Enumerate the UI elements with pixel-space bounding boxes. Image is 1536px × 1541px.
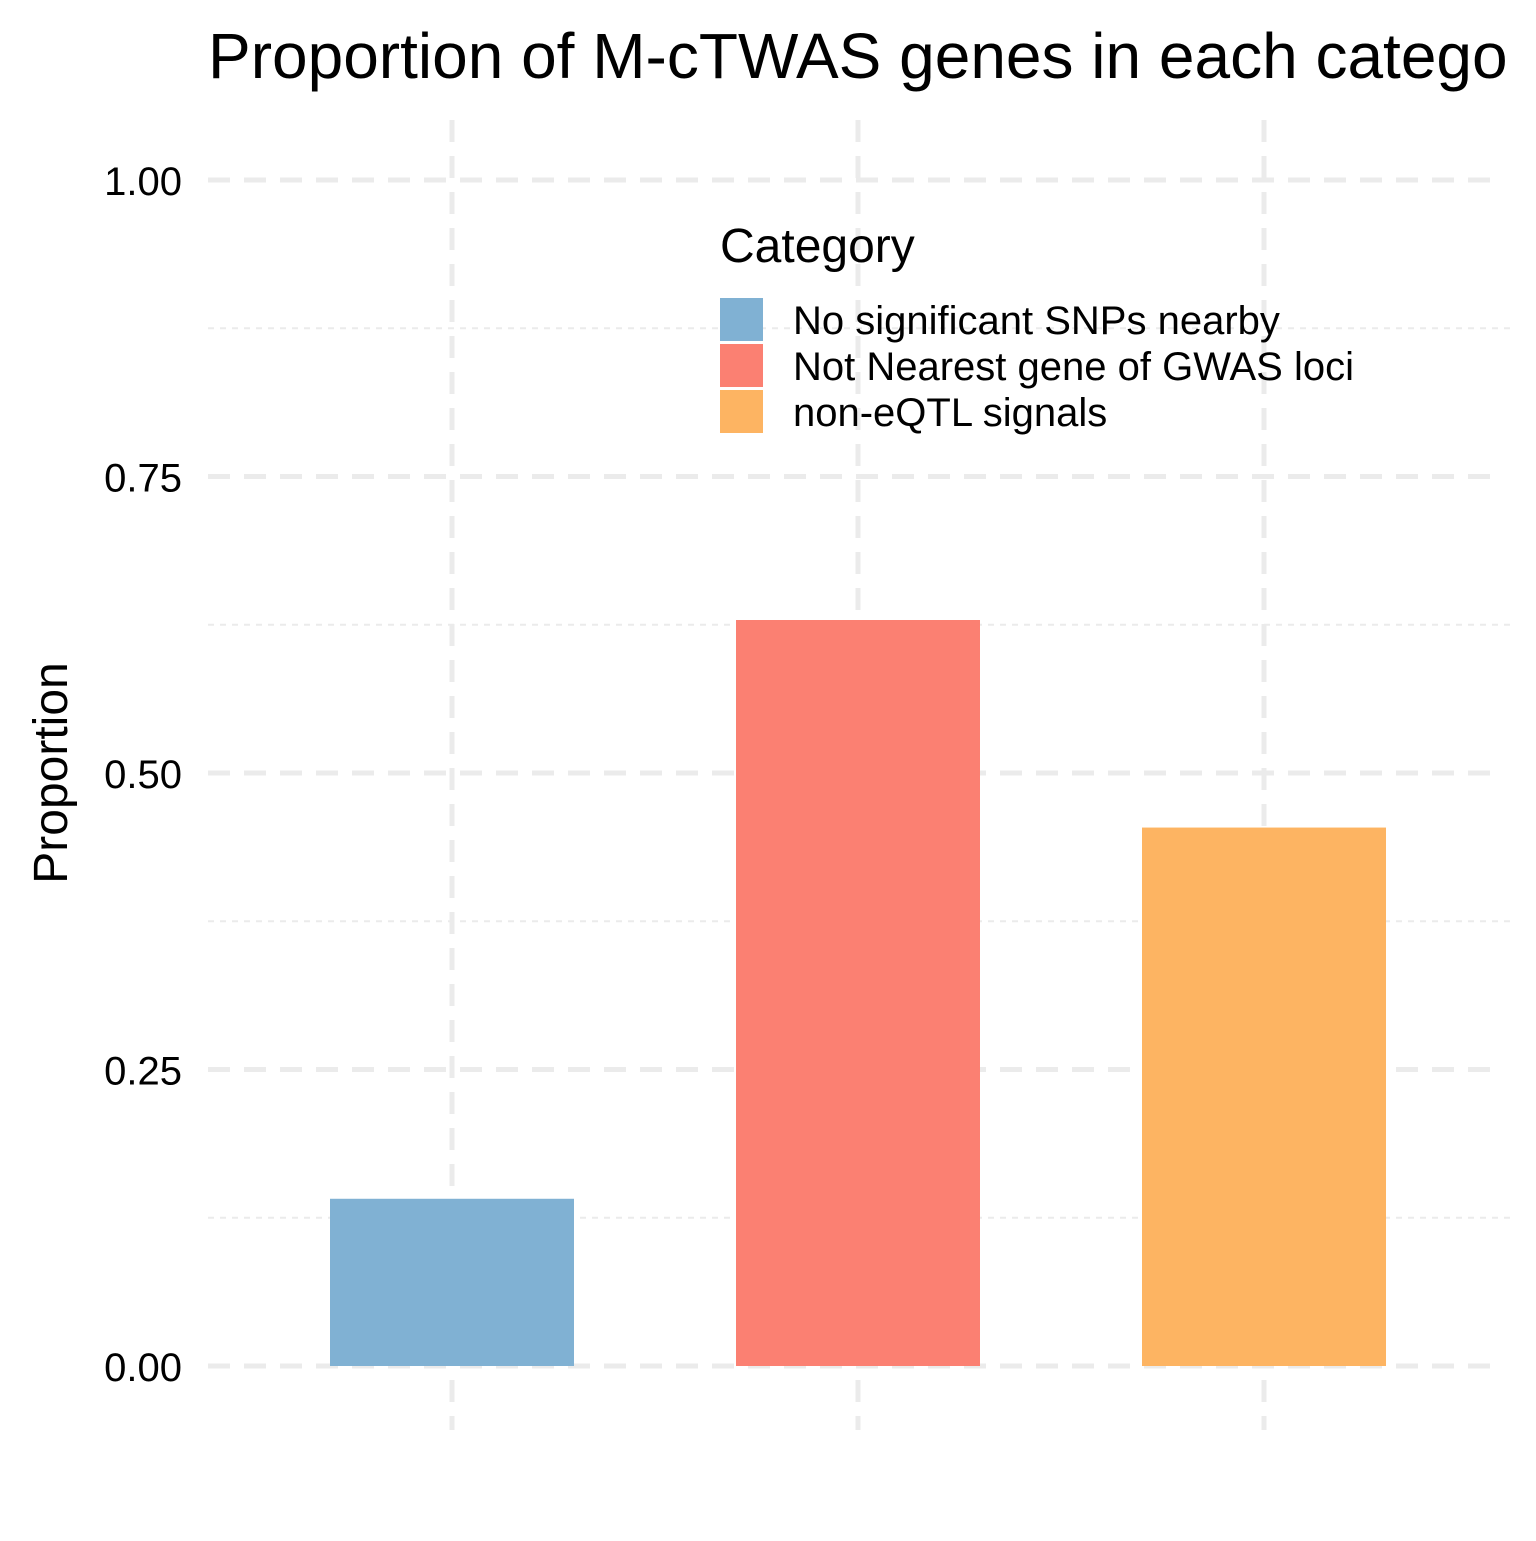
y-axis-label: Proportion	[25, 662, 78, 883]
legend-label: Not Nearest gene of GWAS loci	[793, 345, 1354, 389]
bar	[1142, 827, 1386, 1366]
y-tick-label: 0.75	[104, 457, 182, 501]
bars	[330, 620, 1386, 1366]
legend-title: Category	[720, 220, 915, 273]
y-tick-label: 0.25	[104, 1050, 182, 1094]
legend-key	[720, 298, 763, 341]
y-tick-label: 1.00	[104, 160, 182, 204]
y-tick-label: 0.00	[104, 1346, 182, 1390]
legend-label: No significant SNPs nearby	[793, 299, 1280, 343]
legend-key	[720, 344, 763, 387]
y-axis: 0.00 0.25 0.50 0.75 1.00	[104, 160, 182, 1390]
legend-key	[720, 390, 763, 433]
y-tick-label: 0.50	[104, 753, 182, 797]
chart-title: Proportion of M-cTWAS genes in each cate…	[208, 20, 1508, 92]
bar	[736, 620, 980, 1366]
bar	[330, 1198, 574, 1366]
legend-label: non-eQTL signals	[793, 391, 1107, 435]
